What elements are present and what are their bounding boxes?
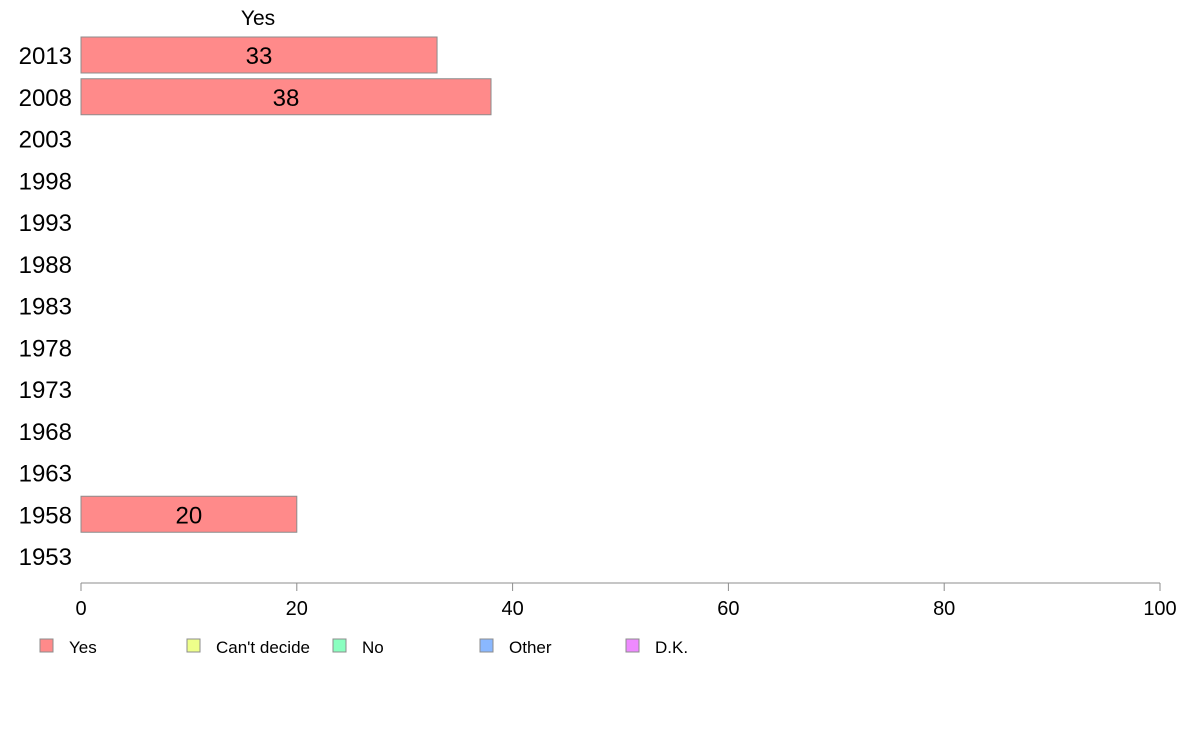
x-tick-label: 80	[933, 598, 955, 620]
x-axis: 0 20 40 60 80 100	[75, 582, 1177, 620]
bar	[80, 495, 298, 533]
panel-title: Yes	[241, 7, 275, 30]
category-label: 1968	[19, 419, 72, 446]
legend-label: Can't decide	[216, 638, 310, 657]
legend: Yes Can't decide No Other D.K.	[39, 638, 688, 657]
legend-label: Other	[509, 638, 552, 657]
legend-label: No	[362, 638, 384, 657]
category-label: 1953	[19, 544, 72, 571]
category-label: 2013	[19, 43, 72, 70]
x-tick-label: 0	[75, 598, 86, 620]
category-label: 1963	[19, 461, 72, 488]
x-tick-label: 20	[286, 598, 308, 620]
data-label: 38	[273, 85, 300, 112]
category-label: 2008	[19, 85, 72, 112]
x-tick-label: 60	[717, 598, 739, 620]
x-tick-label: 100	[1143, 598, 1176, 620]
data-label: 33	[246, 43, 273, 70]
bar	[80, 36, 438, 74]
legend-swatch	[39, 638, 54, 653]
category-label: 2003	[19, 127, 72, 154]
category-label: 1983	[19, 294, 72, 321]
category-label: 1973	[19, 377, 72, 404]
category-label: 1978	[19, 335, 72, 362]
bar	[80, 78, 492, 116]
legend-swatch	[625, 638, 640, 653]
category-label: 1998	[19, 168, 72, 195]
data-label: 20	[176, 502, 203, 529]
legend-swatch	[332, 638, 347, 653]
category-label: 1993	[19, 210, 72, 237]
x-tick-label: 40	[501, 598, 523, 620]
category-labels: 2013 2008 2003 1998 1993 1988 1983 1978 1973 1968…	[19, 43, 72, 571]
legend-label: D.K.	[655, 638, 688, 657]
legend-swatch	[186, 638, 201, 653]
legend-swatch	[479, 638, 494, 653]
category-label: 1958	[19, 502, 72, 529]
legend-label: Yes	[69, 638, 97, 657]
category-label: 1988	[19, 252, 72, 279]
